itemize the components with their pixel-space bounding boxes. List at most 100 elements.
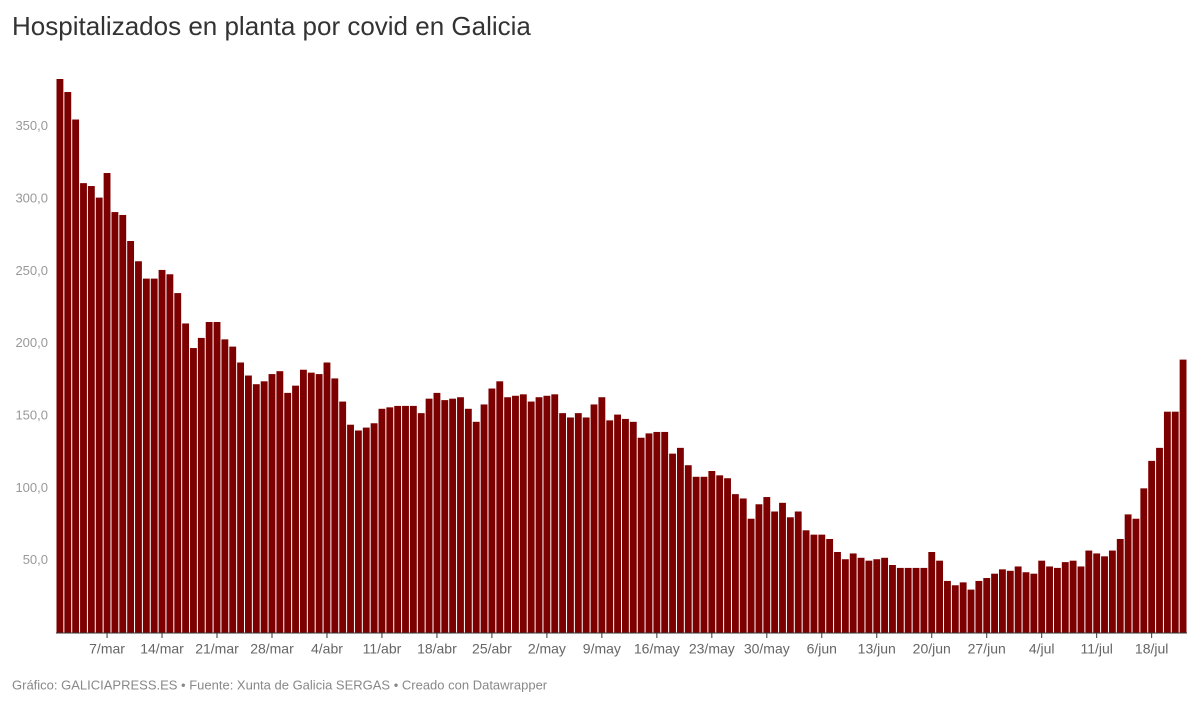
- bar: [339, 401, 347, 633]
- bar: [779, 502, 786, 633]
- bar: [834, 551, 841, 633]
- y-tick-label: 250,0: [15, 263, 48, 278]
- bar: [409, 405, 417, 633]
- bar: [425, 398, 433, 633]
- bar: [370, 423, 378, 633]
- bar: [402, 405, 409, 633]
- bar: [653, 431, 661, 633]
- bar: [983, 578, 991, 633]
- bar: [527, 401, 535, 633]
- bar: [684, 465, 692, 633]
- bar: [307, 372, 315, 633]
- bar: [606, 420, 614, 633]
- bar: [80, 183, 87, 633]
- bar: [221, 339, 229, 633]
- x-tick-label: 21/mar: [195, 641, 239, 657]
- bar: [237, 362, 244, 633]
- x-tick-label: 25/abr: [472, 641, 512, 657]
- bar: [1030, 573, 1038, 633]
- chart-source: Gráfico: GALICIAPRESS.ES • Fuente: Xunta…: [12, 677, 548, 692]
- bar: [64, 92, 72, 633]
- x-tick-label: 13/jun: [858, 641, 896, 657]
- bar: [739, 498, 747, 633]
- bar: [197, 337, 205, 633]
- bar: [496, 381, 504, 633]
- bar: [252, 384, 260, 633]
- bar: [1132, 518, 1140, 633]
- bar: [1179, 359, 1187, 633]
- bar: [378, 408, 386, 633]
- bar: [1069, 560, 1077, 633]
- bar: [111, 212, 119, 633]
- bar: [771, 511, 779, 633]
- bar: [103, 173, 111, 634]
- x-tick-label: 4/jul: [1029, 641, 1055, 657]
- bar: [543, 395, 551, 633]
- x-tick-label: 11/jul: [1080, 641, 1112, 657]
- bar: [614, 414, 621, 633]
- bar: [1022, 572, 1030, 633]
- bar: [755, 504, 763, 633]
- bar: [598, 397, 606, 633]
- bar: [488, 388, 496, 633]
- x-tick-label: 2/may: [528, 641, 566, 657]
- bar: [417, 413, 425, 633]
- bar: [1077, 566, 1085, 633]
- y-tick-label: 100,0: [15, 480, 48, 495]
- bar: [1061, 562, 1069, 633]
- bar: [904, 567, 912, 633]
- bar: [205, 322, 213, 633]
- bar: [87, 186, 95, 633]
- bar: [315, 374, 323, 633]
- bar: [1148, 460, 1156, 633]
- x-tick-label: 18/jul: [1135, 641, 1168, 657]
- bar: [142, 278, 150, 633]
- bar: [637, 437, 645, 633]
- bar: [1116, 538, 1124, 633]
- bar: [284, 392, 292, 633]
- bar: [1046, 566, 1053, 633]
- x-tick-label: 18/abr: [417, 641, 457, 657]
- bar: [849, 553, 857, 633]
- x-tick-label: 9/may: [583, 641, 621, 657]
- bar: [661, 431, 669, 633]
- bar: [999, 569, 1006, 633]
- x-tick-label: 16/may: [634, 641, 680, 657]
- bar: [158, 269, 166, 633]
- y-tick-label: 300,0: [15, 190, 48, 205]
- bar: [95, 197, 103, 633]
- bar: [1006, 570, 1014, 633]
- bar: [347, 424, 354, 633]
- bar: [928, 551, 936, 633]
- bar: [716, 475, 724, 633]
- bar: [951, 585, 959, 633]
- bar: [786, 517, 794, 633]
- bar: [472, 421, 480, 633]
- bar: [354, 430, 362, 633]
- bar: [629, 421, 637, 633]
- bar: [229, 346, 237, 633]
- bar: [574, 413, 582, 633]
- bar: [394, 405, 402, 633]
- bar: [535, 397, 543, 633]
- bar: [959, 582, 967, 633]
- x-tick-label: 7/mar: [89, 641, 125, 657]
- bar: [881, 557, 889, 633]
- bar: [174, 293, 182, 633]
- bar: [551, 394, 559, 633]
- bar: [276, 371, 284, 633]
- x-tick-label: 27/jun: [968, 641, 1006, 657]
- bar: [464, 408, 472, 633]
- bar: [72, 119, 80, 634]
- bar: [692, 476, 700, 633]
- bar: [590, 404, 598, 633]
- bar: [1093, 553, 1101, 633]
- bar: [700, 476, 708, 633]
- bar: [944, 580, 951, 633]
- bar: [386, 407, 394, 633]
- bar: [724, 478, 731, 633]
- bar: [794, 511, 802, 633]
- bar: [166, 274, 174, 633]
- bar: [299, 369, 307, 633]
